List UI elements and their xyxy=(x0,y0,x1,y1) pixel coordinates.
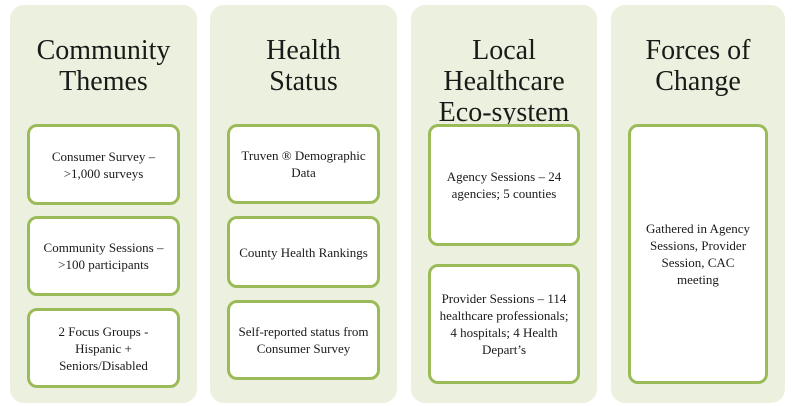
item-box: Provider Sessions – 114 healthcare profe… xyxy=(428,264,580,384)
title-line: Status xyxy=(269,66,338,97)
title-line: Community xyxy=(36,35,171,66)
item-box: Consumer Survey – >1,000 surveys xyxy=(27,124,180,205)
column-title: Health Status xyxy=(210,35,397,97)
column-title: Local Healthcare Eco-system xyxy=(411,35,597,128)
column-panel: Health Status Truven ® Demographic Data Cou… xyxy=(210,5,397,403)
column-panel: Local Healthcare Eco-system Agency Sessions… xyxy=(411,5,597,403)
title-line: Health xyxy=(266,35,341,66)
column-panel: Forces of Change Gathered in Agency Sessio… xyxy=(611,5,785,403)
title-line: Change xyxy=(655,66,741,97)
column-panel: Community Themes Consumer Survey – >1,000 … xyxy=(10,5,197,403)
item-box: Community Sessions – >100 participants xyxy=(27,216,180,296)
title-line: Themes xyxy=(59,66,148,97)
item-box: Gathered in Agency Sessions, Provider Se… xyxy=(628,124,768,384)
item-box: County Health Rankings xyxy=(227,216,380,288)
item-box: Agency Sessions – 24 agencies; 5 countie… xyxy=(428,124,580,246)
title-line: Healthcare xyxy=(443,66,565,97)
title-line: Local xyxy=(472,35,536,66)
item-box: Self-reported status from Consumer Surve… xyxy=(227,300,380,380)
item-box: 2 Focus Groups - Hispanic + Seniors/Disa… xyxy=(27,308,180,388)
column-title: Community Themes xyxy=(10,35,197,97)
title-line: Eco-system xyxy=(438,97,570,128)
item-box: Truven ® Demographic Data xyxy=(227,124,380,204)
title-line: Forces of xyxy=(645,35,751,66)
column-title: Forces of Change xyxy=(611,35,785,97)
